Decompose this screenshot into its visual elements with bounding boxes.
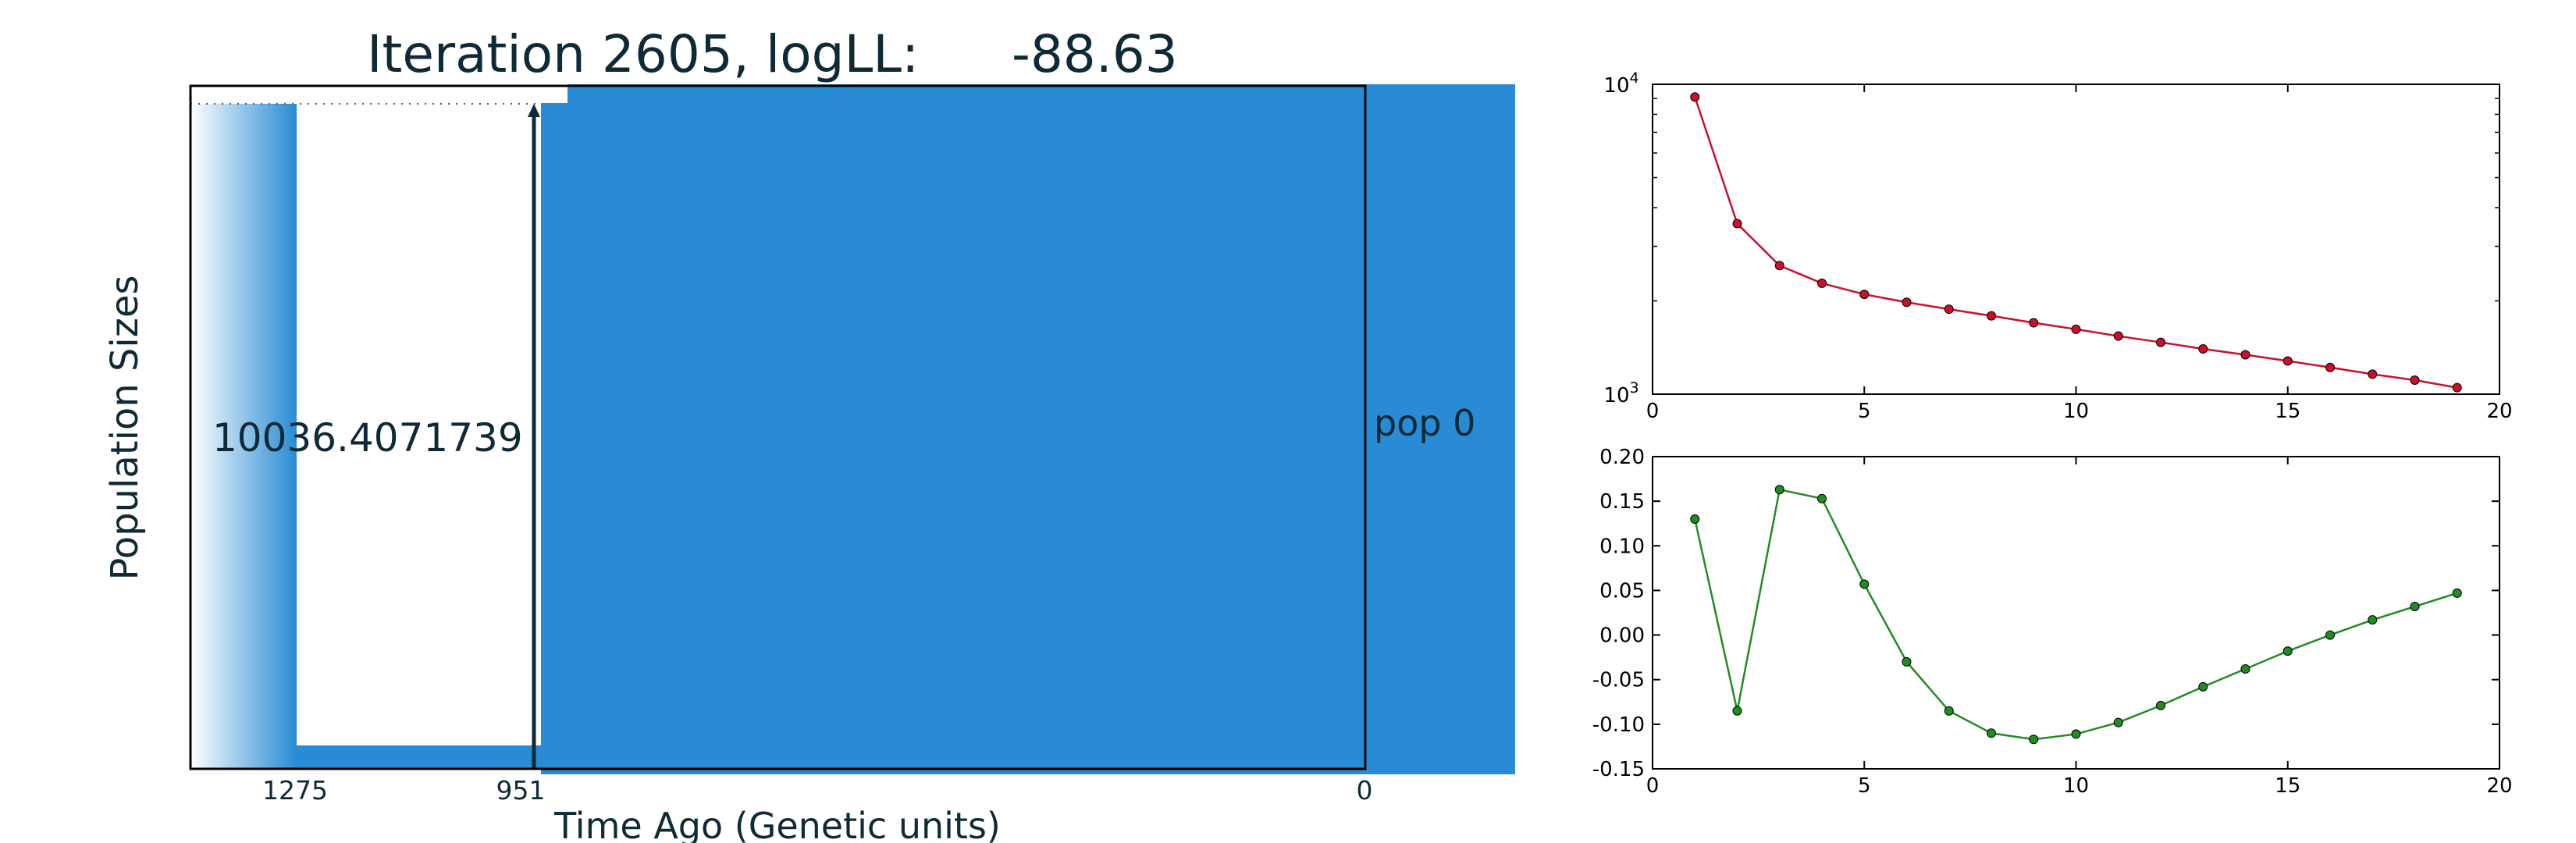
data-point bbox=[1817, 278, 1827, 288]
data-point bbox=[1944, 304, 1954, 315]
data-point bbox=[1690, 514, 1700, 524]
series-line bbox=[1694, 488, 2458, 741]
data-point bbox=[1732, 219, 1742, 229]
x-tick-label: 5 bbox=[1858, 774, 1871, 798]
y-tick-label: 103 bbox=[1603, 379, 1638, 407]
data-point bbox=[2240, 664, 2250, 674]
y-tick-label: 0.15 bbox=[1599, 490, 1645, 514]
block-gap bbox=[541, 84, 568, 103]
plot-title-value: -88.63 bbox=[1012, 24, 1178, 84]
data-point bbox=[2029, 318, 2039, 328]
data-point bbox=[1774, 485, 1784, 495]
x-tick-label: 5 bbox=[1858, 400, 1871, 423]
data-point bbox=[2325, 630, 2335, 640]
x-tick-1275: 1275 bbox=[262, 775, 328, 806]
y-tick-label: 0.05 bbox=[1599, 579, 1645, 603]
x-tick-label: 15 bbox=[2275, 774, 2300, 798]
data-point bbox=[2198, 343, 2208, 354]
data-point bbox=[1817, 493, 1827, 503]
data-point bbox=[2452, 382, 2462, 393]
data-point bbox=[2156, 337, 2165, 347]
x-tick-0: 0 bbox=[1357, 775, 1373, 806]
x-axis-label: Time Ago (Genetic units) bbox=[553, 805, 1001, 843]
population-block bbox=[541, 84, 1515, 774]
x-tick-label: 10 bbox=[2063, 400, 2089, 423]
plot-title-prefix: Iteration 2605, logLL: bbox=[367, 24, 919, 84]
axes-frame bbox=[1652, 84, 2500, 395]
x-tick-label: 0 bbox=[1646, 774, 1660, 798]
data-point bbox=[2240, 350, 2250, 360]
y-tick-label: 0.20 bbox=[1599, 446, 1645, 469]
data-point bbox=[2410, 375, 2420, 386]
data-point bbox=[1902, 656, 1912, 667]
data-point bbox=[2452, 588, 2462, 598]
data-point bbox=[2113, 717, 2123, 727]
y-tick-label: -0.15 bbox=[1592, 758, 1645, 781]
size-arrow-head bbox=[528, 104, 540, 117]
rate-trace-chart: 0 5 10 15 20 -0.15 -0.10 -0.05 0.00 0.05 0.10 0.15 0… bbox=[1592, 446, 2513, 798]
x-tick-label: 15 bbox=[2275, 400, 2300, 423]
y-tick-label: 0.00 bbox=[1599, 624, 1645, 648]
data-point bbox=[2198, 681, 2208, 692]
pop-label: pop 0 bbox=[1374, 402, 1475, 444]
size-trace-chart: 0 5 10 15 20 103 104 bbox=[1603, 69, 2512, 423]
x-tick-label: 10 bbox=[2063, 774, 2089, 798]
y-tick-label: -0.05 bbox=[1592, 669, 1645, 692]
main-axes-frame bbox=[189, 84, 1367, 770]
x-tick-label: 20 bbox=[2486, 774, 2512, 798]
data-point bbox=[2156, 700, 2165, 710]
ancestral-gradient bbox=[190, 104, 297, 769]
data-point bbox=[1690, 92, 1700, 102]
data-point bbox=[2113, 331, 2123, 341]
data-point bbox=[2029, 735, 2039, 745]
data-point bbox=[2325, 362, 2335, 372]
data-point bbox=[2282, 356, 2293, 366]
data-point bbox=[2410, 602, 2420, 611]
data-point bbox=[2282, 646, 2293, 656]
ancestral-band bbox=[295, 745, 541, 769]
data-point bbox=[1987, 311, 1996, 321]
x-tick-label: 0 bbox=[1646, 400, 1660, 423]
data-point bbox=[1732, 706, 1742, 716]
data-point bbox=[1944, 706, 1954, 716]
y-tick-label: 104 bbox=[1603, 69, 1638, 98]
axes-frame bbox=[1652, 456, 2500, 770]
data-point bbox=[1774, 261, 1784, 271]
data-point bbox=[2071, 324, 2081, 334]
size-annotation: 10036.4071739 bbox=[212, 415, 523, 461]
data-point bbox=[2071, 729, 2081, 739]
data-point bbox=[2368, 369, 2378, 379]
series-line bbox=[1694, 96, 2457, 389]
y-axis-label: Population Sizes bbox=[103, 276, 147, 581]
population-plot: Iteration 2605, logLL: -88.63 10036.4071… bbox=[103, 24, 1515, 843]
data-point bbox=[1987, 728, 1996, 738]
data-point bbox=[1859, 290, 1870, 300]
x-tick-951: 951 bbox=[496, 775, 546, 806]
x-tick-label: 20 bbox=[2486, 400, 2512, 423]
data-point bbox=[1859, 579, 1870, 589]
data-point bbox=[2368, 615, 2378, 625]
y-tick-label: 0.10 bbox=[1599, 535, 1645, 558]
data-point bbox=[1902, 297, 1912, 308]
y-tick-label: -0.10 bbox=[1592, 713, 1645, 737]
